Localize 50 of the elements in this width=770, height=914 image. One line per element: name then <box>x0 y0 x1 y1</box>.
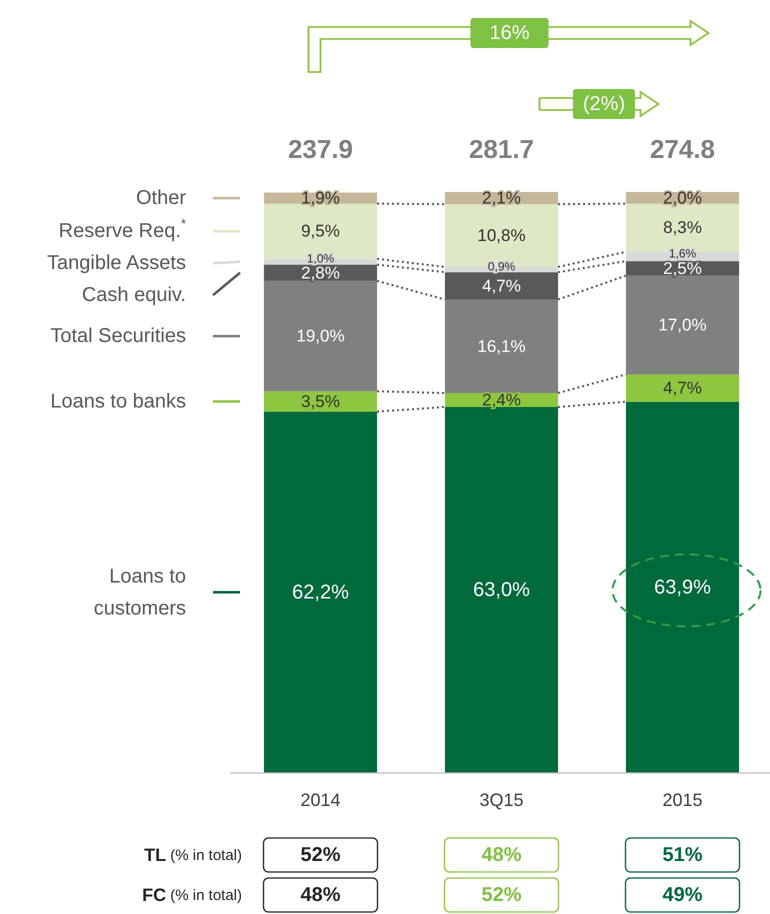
legend-label: Loans to customers <box>94 565 186 620</box>
text: 49% <box>662 884 703 906</box>
data-label: 8,3% <box>663 218 702 238</box>
data-label: 63,9% <box>654 576 712 598</box>
data-label: 2,1% <box>482 188 521 208</box>
data-label: 63,0% <box>473 578 530 601</box>
data-label: 2,0% <box>663 188 702 208</box>
data-label: 2,5% <box>663 258 702 278</box>
data-label: 62,2% <box>292 581 350 604</box>
legend-label: Cash equiv. <box>82 284 186 306</box>
data-label: 0,9% <box>488 260 516 274</box>
text: 281.7 <box>468 134 534 164</box>
text: TL (% in total) <box>144 845 242 865</box>
text: 52% <box>481 884 522 906</box>
data-label: 16,1% <box>477 336 526 356</box>
legend-label: Other <box>136 187 186 210</box>
legend-label: Loans to banks <box>50 390 186 412</box>
data-label: 4,7% <box>482 276 521 296</box>
x-tick-label: 2015 <box>662 790 703 810</box>
bar <box>626 276 740 374</box>
legend-label: Total Securities <box>50 325 186 348</box>
legend-label: Tangible Assets <box>47 252 186 274</box>
text: (2%) <box>582 93 626 115</box>
legend-label: Reserve Req.$^{*}$ <box>58 216 186 242</box>
bar <box>626 402 740 773</box>
text: 52% <box>300 844 341 866</box>
data-label: 1,0% <box>306 252 334 266</box>
data-label: 4,7% <box>663 378 702 398</box>
bar <box>264 280 378 392</box>
data-label: 3,5% <box>301 392 340 411</box>
x-tick-label: 2014 <box>300 790 341 810</box>
bar <box>444 299 558 394</box>
text: 48% <box>300 884 341 906</box>
text: 16% <box>489 22 530 44</box>
text: 237.9 <box>288 134 354 164</box>
text: 48% <box>481 844 522 866</box>
data-label: 9,5% <box>301 222 340 241</box>
data-label: 10,8% <box>477 226 526 246</box>
bar <box>444 406 558 773</box>
data-label: 1,9% <box>301 188 340 208</box>
bar <box>264 412 378 773</box>
text: 274.8 <box>650 134 716 164</box>
data-label: 2,8% <box>301 263 340 282</box>
text: FC (% in total) <box>142 885 242 905</box>
x-tick-label: 3Q15 <box>479 790 524 810</box>
data-label: 19,0% <box>296 326 345 346</box>
data-label: 2,4% <box>482 390 521 410</box>
data-label: 1,6% <box>668 246 696 260</box>
text: 51% <box>662 844 703 866</box>
data-label: 17,0% <box>658 316 707 335</box>
